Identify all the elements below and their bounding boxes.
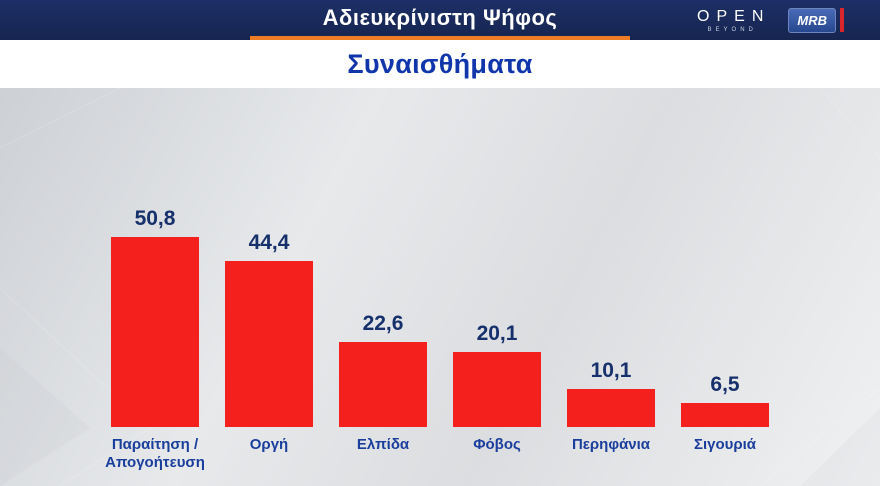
bar-value-label: 6,5 xyxy=(710,373,740,396)
subtitle-band: Συναισθήματα xyxy=(0,40,880,88)
bar-category-label: Παραίτηση / Απογοήτευση xyxy=(105,436,205,471)
bar xyxy=(339,342,427,427)
header-bar: Αδιευκρίνιστη Ψήφος OPEN BEYOND MRB xyxy=(0,0,880,40)
chart-title: Συναισθήματα xyxy=(347,48,533,79)
bar xyxy=(111,237,199,427)
bar-column: 6,5 Σιγουριά xyxy=(681,373,769,486)
open-logo-subtext: BEYOND xyxy=(707,26,757,33)
bar xyxy=(453,352,541,427)
open-logo-text: OPEN xyxy=(697,7,771,25)
bar-category-label: Φόβος xyxy=(473,436,521,453)
bar-category-label: Ελπίδα xyxy=(356,436,410,453)
bar-value-label: 20,1 xyxy=(476,322,518,345)
mrb-logo-red-bar xyxy=(840,8,844,32)
chart-area: 50,8 Παραίτηση / Απογοήτευση 44,4 Οργή 2… xyxy=(0,88,880,486)
open-tv-logo: OPEN BEYOND xyxy=(690,8,770,33)
bar-column: 44,4 Οργή xyxy=(225,231,313,486)
bar-column: 50,8 Παραίτηση / Απογοήτευση xyxy=(105,207,205,486)
bar-value-label: 22,6 xyxy=(362,312,404,335)
bar xyxy=(225,261,313,427)
page-title: Αδιευκρίνιστη Ψήφος xyxy=(322,5,558,30)
bar-column: 22,6 Ελπίδα xyxy=(339,312,427,486)
accent-underline xyxy=(250,36,630,40)
bar-category-label: Περηφάνια xyxy=(571,436,651,453)
bar-value-label: 44,4 xyxy=(248,231,290,254)
bar-value-label: 10,1 xyxy=(590,359,632,382)
bar xyxy=(567,389,655,427)
mrb-logo: MRB xyxy=(788,7,844,33)
bar-category-label: Οργή xyxy=(249,436,289,453)
bar-column: 20,1 Φόβος xyxy=(453,322,541,486)
bar-column: 10,1 Περηφάνια xyxy=(567,359,655,486)
bar xyxy=(681,403,769,427)
mrb-logo-text: MRB xyxy=(788,7,836,33)
logo-area: OPEN BEYOND MRB xyxy=(690,0,844,40)
bar-value-label: 50,8 xyxy=(134,207,176,230)
bar-category-label: Σιγουριά xyxy=(693,436,757,453)
bar-group: 50,8 Παραίτηση / Απογοήτευση 44,4 Οργή 2… xyxy=(0,88,880,486)
